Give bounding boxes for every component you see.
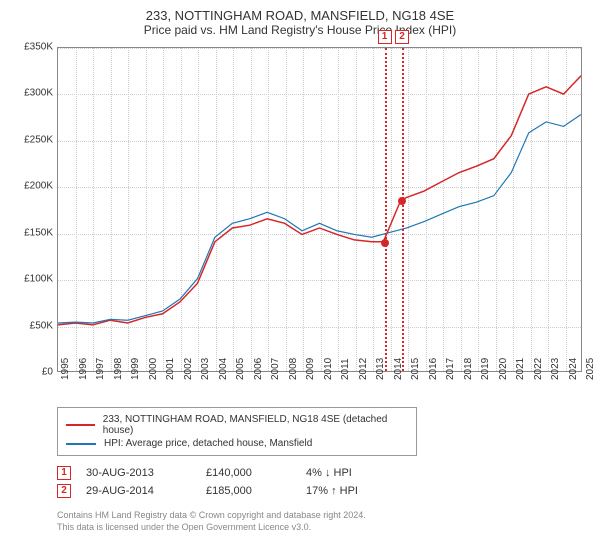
y-axis-label: £100K bbox=[24, 274, 53, 285]
footer-attribution: Contains HM Land Registry data © Crown c… bbox=[57, 510, 585, 533]
sale-price: £185,000 bbox=[206, 485, 306, 497]
sales-row: 2 29-AUG-2014£185,00017% ↑ HPI bbox=[57, 482, 585, 500]
x-axis-label: 2025 bbox=[585, 358, 596, 380]
x-axis-label: 2010 bbox=[323, 358, 334, 380]
x-axis-label: 2004 bbox=[218, 358, 229, 380]
x-axis-label: 2013 bbox=[375, 358, 386, 380]
event-marker: 1 bbox=[378, 30, 392, 44]
chart-area: £0£50K£100K£150K£200K£250K£300K£350K 12 … bbox=[15, 42, 585, 402]
legend-label: HPI: Average price, detached house, Mans… bbox=[104, 438, 312, 449]
x-axis-label: 2019 bbox=[480, 358, 491, 380]
y-axis-label: £200K bbox=[24, 181, 53, 192]
x-axis-label: 2016 bbox=[428, 358, 439, 380]
x-axis-label: 2022 bbox=[533, 358, 544, 380]
sales-row: 1 30-AUG-2013£140,0004% ↓ HPI bbox=[57, 464, 585, 482]
sale-diff: 4% ↓ HPI bbox=[306, 467, 406, 479]
chart-subtitle: Price paid vs. HM Land Registry's House … bbox=[15, 23, 585, 37]
event-marker: 2 bbox=[395, 30, 409, 44]
x-axis-label: 2023 bbox=[550, 358, 561, 380]
x-axis-label: 2006 bbox=[253, 358, 264, 380]
legend-swatch bbox=[66, 443, 96, 445]
x-axis-label: 2020 bbox=[498, 358, 509, 380]
x-axis-label: 2007 bbox=[270, 358, 281, 380]
series-hpi bbox=[58, 114, 581, 323]
x-axis-label: 2005 bbox=[235, 358, 246, 380]
x-axis-label: 2012 bbox=[358, 358, 369, 380]
x-axis-label: 2002 bbox=[183, 358, 194, 380]
event-line bbox=[402, 48, 404, 371]
x-axis-label: 2018 bbox=[463, 358, 474, 380]
x-axis-label: 2024 bbox=[568, 358, 579, 380]
legend-item-hpi: HPI: Average price, detached house, Mans… bbox=[66, 437, 408, 450]
x-axis-label: 1995 bbox=[60, 358, 71, 380]
sale-marker: 1 bbox=[57, 466, 71, 480]
x-axis-label: 1999 bbox=[130, 358, 141, 380]
y-axis-label: £150K bbox=[24, 227, 53, 238]
sale-diff: 17% ↑ HPI bbox=[306, 485, 406, 497]
sale-date: 30-AUG-2013 bbox=[86, 467, 206, 479]
sale-date: 29-AUG-2014 bbox=[86, 485, 206, 497]
x-axis-label: 2017 bbox=[445, 358, 456, 380]
plot-area: 12 bbox=[57, 47, 582, 372]
x-axis-label: 2001 bbox=[165, 358, 176, 380]
footer-line: This data is licensed under the Open Gov… bbox=[57, 522, 585, 534]
sales-table: 1 30-AUG-2013£140,0004% ↓ HPI 2 29-AUG-2014… bbox=[57, 464, 585, 500]
x-axis-label: 2008 bbox=[288, 358, 299, 380]
sale-price: £140,000 bbox=[206, 467, 306, 479]
x-axis-label: 1997 bbox=[95, 358, 106, 380]
y-axis-label: £350K bbox=[24, 42, 53, 53]
x-axis-label: 2009 bbox=[305, 358, 316, 380]
y-axis-label: £0 bbox=[42, 367, 53, 378]
event-line bbox=[385, 48, 387, 371]
sale-dot bbox=[381, 239, 389, 247]
x-axis-label: 1996 bbox=[78, 358, 89, 380]
legend-item-property: 233, NOTTINGHAM ROAD, MANSFIELD, NG18 4S… bbox=[66, 413, 408, 437]
sale-dot bbox=[398, 197, 406, 205]
chart-title: 233, NOTTINGHAM ROAD, MANSFIELD, NG18 4S… bbox=[15, 8, 585, 23]
y-axis-label: £300K bbox=[24, 88, 53, 99]
x-axis-label: 2003 bbox=[200, 358, 211, 380]
legend: 233, NOTTINGHAM ROAD, MANSFIELD, NG18 4S… bbox=[57, 407, 417, 456]
x-axis-label: 2021 bbox=[515, 358, 526, 380]
x-axis-label: 1998 bbox=[113, 358, 124, 380]
footer-line: Contains HM Land Registry data © Crown c… bbox=[57, 510, 585, 522]
legend-swatch bbox=[66, 424, 95, 426]
y-axis-label: £50K bbox=[30, 320, 53, 331]
x-axis-label: 2000 bbox=[148, 358, 159, 380]
series-property bbox=[58, 76, 581, 325]
legend-label: 233, NOTTINGHAM ROAD, MANSFIELD, NG18 4S… bbox=[103, 414, 408, 436]
x-axis-label: 2014 bbox=[393, 358, 404, 380]
y-axis-label: £250K bbox=[24, 134, 53, 145]
sale-marker: 2 bbox=[57, 484, 71, 498]
x-axis-label: 2011 bbox=[340, 358, 351, 380]
x-axis-label: 2015 bbox=[410, 358, 421, 380]
